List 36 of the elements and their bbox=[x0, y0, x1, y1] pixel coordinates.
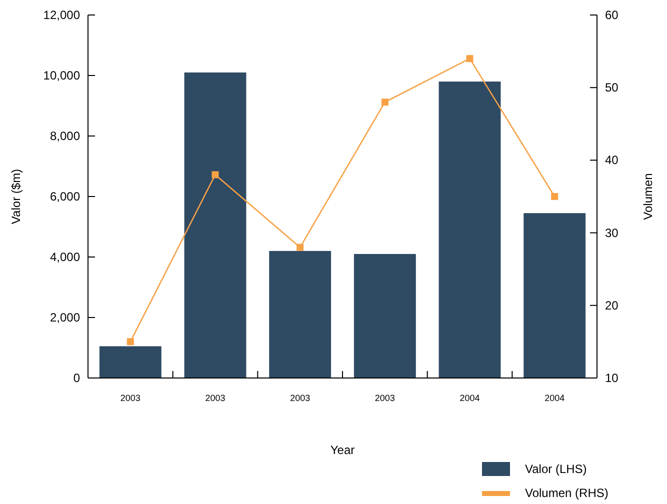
y-tick-label: 0 bbox=[73, 371, 80, 385]
x-tick-label: 2004 bbox=[460, 393, 480, 403]
y-tick-label: 12,000 bbox=[43, 8, 80, 22]
legend-label: Valor (LHS) bbox=[525, 462, 587, 476]
bar bbox=[269, 250, 332, 378]
x-tick-label: 2003 bbox=[374, 393, 395, 403]
y-tick-label: 2,000 bbox=[50, 310, 80, 324]
bar bbox=[438, 82, 501, 378]
y2-tick-label: 60 bbox=[605, 8, 619, 22]
point bbox=[296, 244, 304, 251]
y2-tick-label: 50 bbox=[605, 80, 619, 95]
legend-label: Volumen (RHS) bbox=[525, 486, 608, 500]
point bbox=[551, 193, 558, 200]
y-tick-label: 10,000 bbox=[43, 68, 80, 82]
y-axis-title: Valor ($m) bbox=[9, 168, 23, 224]
y2-tick-label: 10 bbox=[605, 371, 619, 385]
bar bbox=[99, 346, 162, 378]
y-tick-label: 4,000 bbox=[50, 250, 80, 264]
point bbox=[212, 171, 219, 178]
y2-tick-label: 30 bbox=[605, 226, 619, 240]
point bbox=[466, 55, 474, 62]
x-tick-label: 2003 bbox=[120, 393, 140, 403]
bar bbox=[184, 72, 246, 378]
x-tick-label: 2003 bbox=[205, 393, 226, 403]
y2-tick-label: 40 bbox=[605, 153, 619, 168]
x-axis-title: Year bbox=[330, 443, 355, 457]
y2-tick-label: 20 bbox=[605, 298, 619, 312]
point bbox=[381, 98, 388, 106]
point bbox=[126, 338, 134, 346]
bar bbox=[524, 213, 586, 378]
x-tick-label: 2004 bbox=[544, 393, 565, 403]
y-tick-label: 8,000 bbox=[50, 129, 80, 143]
bar bbox=[354, 254, 416, 378]
y-tick-label: 6,000 bbox=[50, 190, 80, 204]
y2-axis-title: Volumen bbox=[641, 173, 655, 220]
x-tick-label: 2003 bbox=[290, 393, 310, 403]
